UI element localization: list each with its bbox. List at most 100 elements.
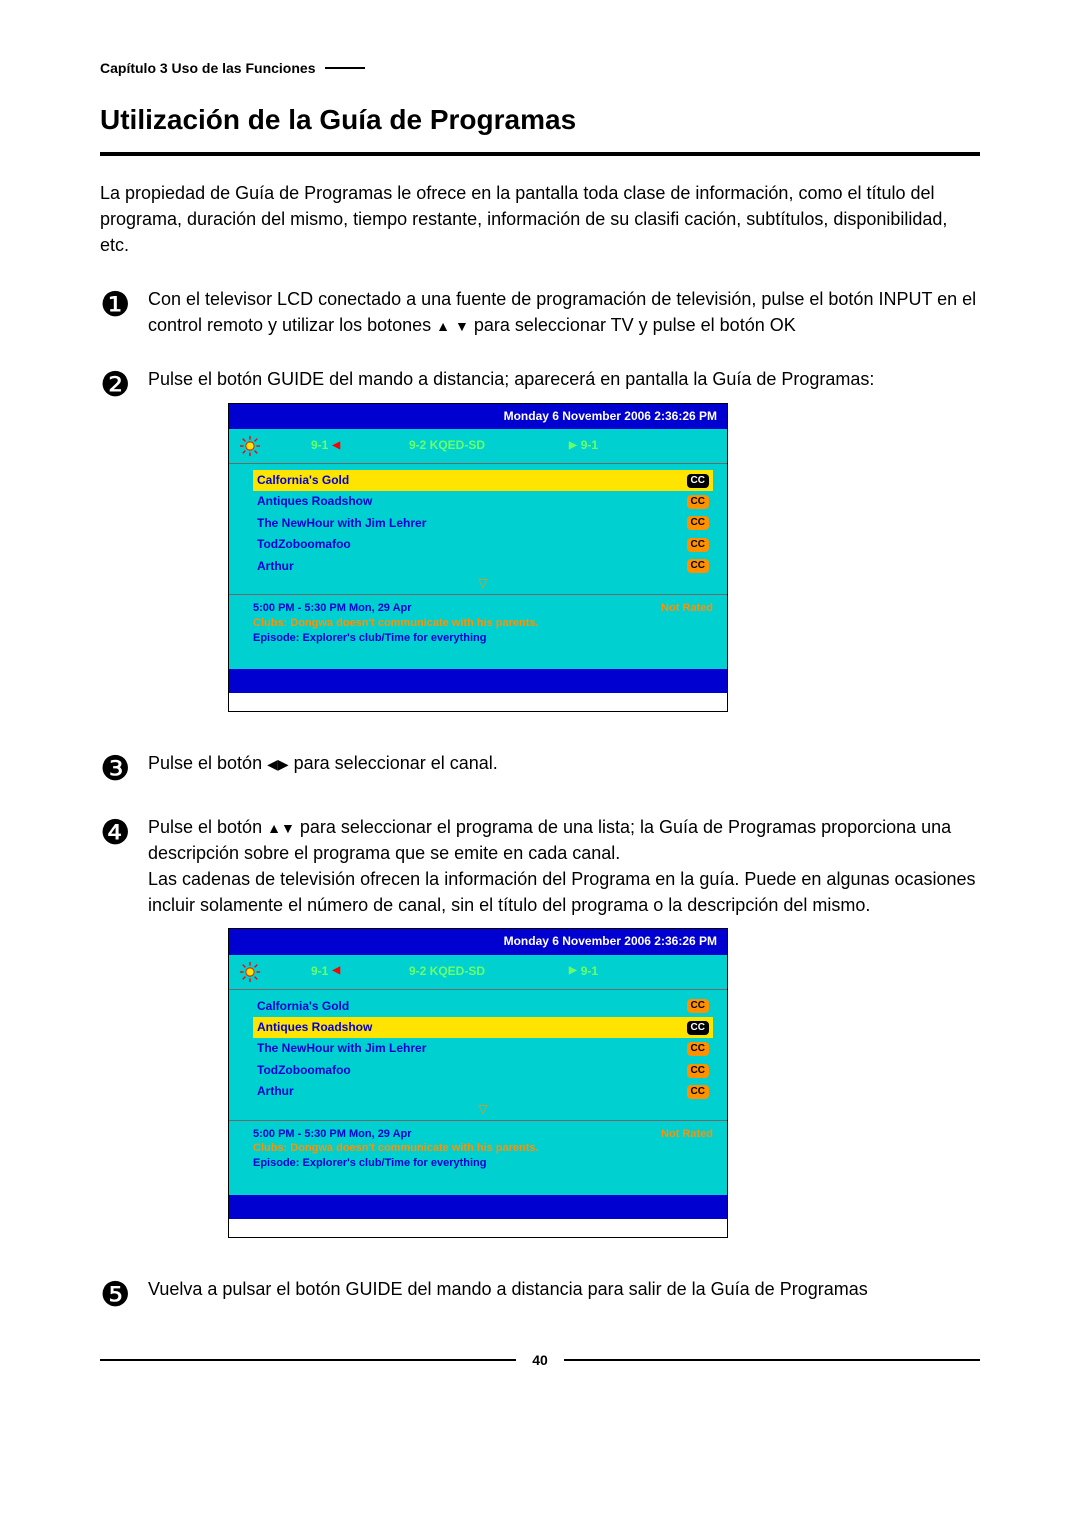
footer-rule-left [100, 1359, 516, 1361]
step-number-5: ❺ [100, 1276, 148, 1312]
list-item: Calfornia's Gold CC [253, 996, 713, 1017]
page-title: Utilización de la Guía de Programas [100, 104, 980, 136]
program-title: TodZoboomafoo [257, 1062, 351, 1079]
cc-badge: CC [687, 495, 709, 509]
cc-badge: CC [687, 474, 709, 488]
guide-blue-strip [229, 669, 727, 693]
list-item: TodZoboomafoo CC [253, 1060, 713, 1081]
guide-white-strip [229, 1219, 727, 1237]
chapter-header-text: Capítulo 3 Uso de las Funciones [100, 60, 315, 76]
guide-datetime: Monday 6 November 2006 2:36:26 PM [229, 929, 727, 954]
program-title: Arthur [257, 1083, 294, 1100]
guide-channel-bar: 9-1 ◀ 9-2 KQED-SD ▶ 9-1 [229, 429, 727, 463]
triangle-right-icon: ▶ [569, 964, 577, 979]
detail-clubs: Clubs: Dongwa doesn't communicate with h… [253, 1141, 713, 1156]
step-4-text: Pulse el botón para seleccionar el progr… [148, 814, 980, 1248]
channel-right: ▶ 9-1 [569, 437, 598, 454]
sun-icon [239, 961, 261, 983]
list-item: Antiques Roadshow CC [253, 491, 713, 512]
detail-clubs: Clubs: Dongwa doesn't communicate with h… [253, 616, 713, 631]
detail-rating: Not Rated [661, 601, 713, 616]
list-item: The NewHour with Jim Lehrer CC [253, 513, 713, 534]
channel-left-label: 9-1 [311, 437, 328, 454]
step-number-3: ❸ [100, 750, 148, 786]
step-1: ❶ Con el televisor LCD conectado a una f… [100, 286, 980, 338]
channel-middle: 9-2 KQED-SD [409, 963, 485, 980]
step-number-1: ❶ [100, 286, 148, 322]
program-title: The NewHour with Jim Lehrer [257, 515, 426, 532]
cc-badge: CC [687, 559, 709, 573]
channel-left: 9-1 ◀ [311, 963, 340, 980]
guide-channel-bar: 9-1 ◀ 9-2 KQED-SD ▶ 9-1 [229, 955, 727, 989]
cc-badge: CC [687, 1021, 709, 1035]
step-2-text-a: Pulse el botón GUIDE del mando a distanc… [148, 369, 874, 389]
arrow-down-icon [455, 315, 469, 335]
channel-left: 9-1 ◀ [311, 437, 340, 454]
detail-time: 5:00 PM - 5:30 PM Mon, 29 Apr [253, 601, 713, 616]
detail-time: 5:00 PM - 5:30 PM Mon, 29 Apr [253, 1127, 713, 1142]
triangle-right-icon: ▶ [569, 439, 577, 454]
arrow-up-icon [267, 817, 281, 837]
guide-detail: 5:00 PM - 5:30 PM Mon, 29 Apr Clubs: Don… [229, 595, 727, 669]
channel-right: ▶ 9-1 [569, 963, 598, 980]
program-title: Calfornia's Gold [257, 998, 349, 1015]
program-title: TodZoboomafoo [257, 536, 351, 553]
cc-badge: CC [687, 516, 709, 530]
program-title: Antiques Roadshow [257, 493, 372, 510]
list-item: Calfornia's Gold CC [253, 470, 713, 491]
arrow-down-icon [281, 817, 295, 837]
list-item: Antiques Roadshow CC [253, 1017, 713, 1038]
step-number-2: ❷ [100, 366, 148, 402]
sun-icon [239, 435, 261, 457]
cc-badge: CC [687, 1085, 709, 1099]
step-4-text-c: Las cadenas de televisión ofrecen la inf… [148, 869, 976, 915]
guide-datetime: Monday 6 November 2006 2:36:26 PM [229, 404, 727, 429]
step-4: ❹ Pulse el botón para seleccionar el pro… [100, 814, 980, 1248]
guide-list-1: Calfornia's Gold CC Antiques Roadshow CC… [229, 463, 727, 595]
guide-white-strip [229, 693, 727, 711]
step-number-4: ❹ [100, 814, 148, 850]
step-5-text: Vuelva a pulsar el botón GUIDE del mando… [148, 1276, 980, 1302]
cc-badge: CC [687, 999, 709, 1013]
program-title: The NewHour with Jim Lehrer [257, 1040, 426, 1057]
step-5: ❺ Vuelva a pulsar el botón GUIDE del man… [100, 1276, 980, 1312]
page-footer: 40 [100, 1352, 980, 1368]
step-3-text-b: para seleccionar el canal. [289, 753, 498, 773]
scroll-down-icon: ▽ [253, 577, 713, 592]
arrow-left-icon [267, 753, 278, 773]
channel-right-label: 9-1 [581, 963, 598, 980]
channel-right-label: 9-1 [581, 437, 598, 454]
arrow-right-icon [278, 753, 289, 773]
cc-badge: CC [687, 1064, 709, 1078]
step-4-text-a: Pulse el botón [148, 817, 267, 837]
channel-left-label: 9-1 [311, 963, 328, 980]
arrow-up-icon [436, 315, 450, 335]
cc-badge: CC [687, 538, 709, 552]
list-item: TodZoboomafoo CC [253, 534, 713, 555]
step-2: ❷ Pulse el botón GUIDE del mando a dista… [100, 366, 980, 721]
guide-blue-strip [229, 1195, 727, 1219]
guide-list-2: Calfornia's Gold CC Antiques Roadshow CC… [229, 989, 727, 1121]
channel-middle: 9-2 KQED-SD [409, 437, 485, 454]
triangle-left-icon: ◀ [332, 439, 340, 454]
program-title: Calfornia's Gold [257, 472, 349, 489]
step-3-text-a: Pulse el botón [148, 753, 267, 773]
intro-paragraph: La propiedad de Guía de Programas le ofr… [100, 180, 980, 258]
step-1-text: Con el televisor LCD conectado a una fue… [148, 286, 980, 338]
program-guide-2: Monday 6 November 2006 2:36:26 PM 9-1 ◀ … [228, 928, 728, 1237]
list-item: The NewHour with Jim Lehrer CC [253, 1038, 713, 1059]
program-title: Arthur [257, 558, 294, 575]
list-item: Arthur CC [253, 1081, 713, 1102]
title-underline [100, 152, 980, 156]
guide-detail: 5:00 PM - 5:30 PM Mon, 29 Apr Clubs: Don… [229, 1121, 727, 1195]
step-1-text-b: para seleccionar TV y pulse el botón OK [469, 315, 796, 335]
footer-rule-right [564, 1359, 980, 1361]
triangle-left-icon: ◀ [332, 964, 340, 979]
program-guide-1: Monday 6 November 2006 2:36:26 PM 9-1 ◀ … [228, 403, 728, 712]
header-rule [325, 67, 365, 69]
step-2-text: Pulse el botón GUIDE del mando a distanc… [148, 366, 980, 721]
step-3: ❸ Pulse el botón para seleccionar el can… [100, 750, 980, 786]
page-number: 40 [526, 1352, 554, 1368]
scroll-down-icon: ▽ [253, 1103, 713, 1118]
list-item: Arthur CC [253, 556, 713, 577]
